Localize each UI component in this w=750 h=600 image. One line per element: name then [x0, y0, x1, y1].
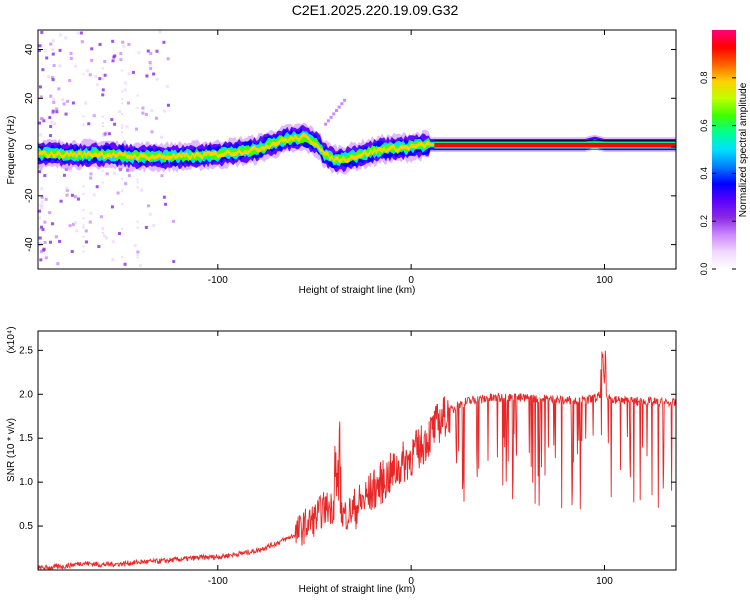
colorbar-gradient: [712, 30, 736, 269]
snr-y-label: SNR (10 * v/v): [6, 418, 17, 482]
colorbar-ticks: 0.0 0.2 0.4 0.6 0.8: [699, 72, 736, 276]
spectrogram-y-tick-label: -20: [24, 188, 35, 203]
snr-x-tick-label: 0: [408, 576, 414, 587]
snr-y-multiplier: (x10⁴): [6, 326, 17, 353]
spectrogram-x-label: Height of straight line (km): [299, 285, 416, 296]
spectrogram-y-tick-label: 20: [24, 92, 35, 104]
colorbar-label: Normalized spectral amplitude: [738, 82, 749, 217]
spectrogram-y-tick-label: 40: [24, 44, 35, 56]
spectrogram-y-tick-label: 0: [24, 144, 35, 150]
snr-frame: [37, 330, 677, 571]
spectrogram-y-label: Frequency (Hz): [6, 116, 17, 185]
snr-x-tick-label: -100: [208, 576, 228, 587]
spectrogram-x-ticks: -100 0 100: [208, 30, 613, 286]
colorbar-tick-label: 0.4: [699, 167, 709, 180]
snr-y-tick-label: 0.5: [19, 521, 33, 532]
snr-y-tick-label: 1.0: [19, 477, 33, 488]
spectrogram-heat-layer: [38, 30, 676, 269]
spectrogram-y-tick-label: -40: [24, 237, 35, 252]
spectrogram-panel: -100 0 100 -40 -20 0 20 40 Height of straight …: [6, 29, 677, 296]
snr-x-tick-label: 100: [596, 576, 613, 587]
colorbar-tick-label: 0.2: [699, 215, 709, 228]
spectrogram-frame: [37, 29, 677, 270]
colorbar-tick-label: 0.8: [699, 72, 709, 85]
snr-x-label: Height of straight line (km): [299, 584, 416, 595]
snr-y-ticks: 0.5 1.0 1.5 2.0 2.5: [19, 345, 676, 532]
snr-x-ticks: -100 0 100: [208, 331, 613, 587]
spectrogram-x-tick-label: 100: [596, 275, 613, 286]
snr-series-line: [38, 350, 676, 570]
snr-y-tick-label: 2.0: [19, 389, 33, 400]
colorbar-tick-label: 0.6: [699, 119, 709, 132]
spectrogram-y-ticks: -40 -20 0 20 40: [24, 44, 676, 252]
colorbar: 0.0 0.2 0.4 0.6 0.8 Normalized spectral ampl…: [699, 30, 749, 275]
snr-y-tick-label: 1.5: [19, 433, 33, 444]
spectrogram-x-tick-label: 0: [408, 275, 414, 286]
spectrogram-x-tick-label: -100: [208, 275, 228, 286]
chart-title: C2E1.2025.220.19.09.G32: [291, 2, 459, 18]
colorbar-tick-label: 0.0: [699, 263, 709, 276]
snr-y-tick-label: 2.5: [19, 345, 33, 356]
snr-panel: -100 0 100 0.5 1.0 1.5 2.0 2.5 Height of strai…: [6, 326, 677, 595]
